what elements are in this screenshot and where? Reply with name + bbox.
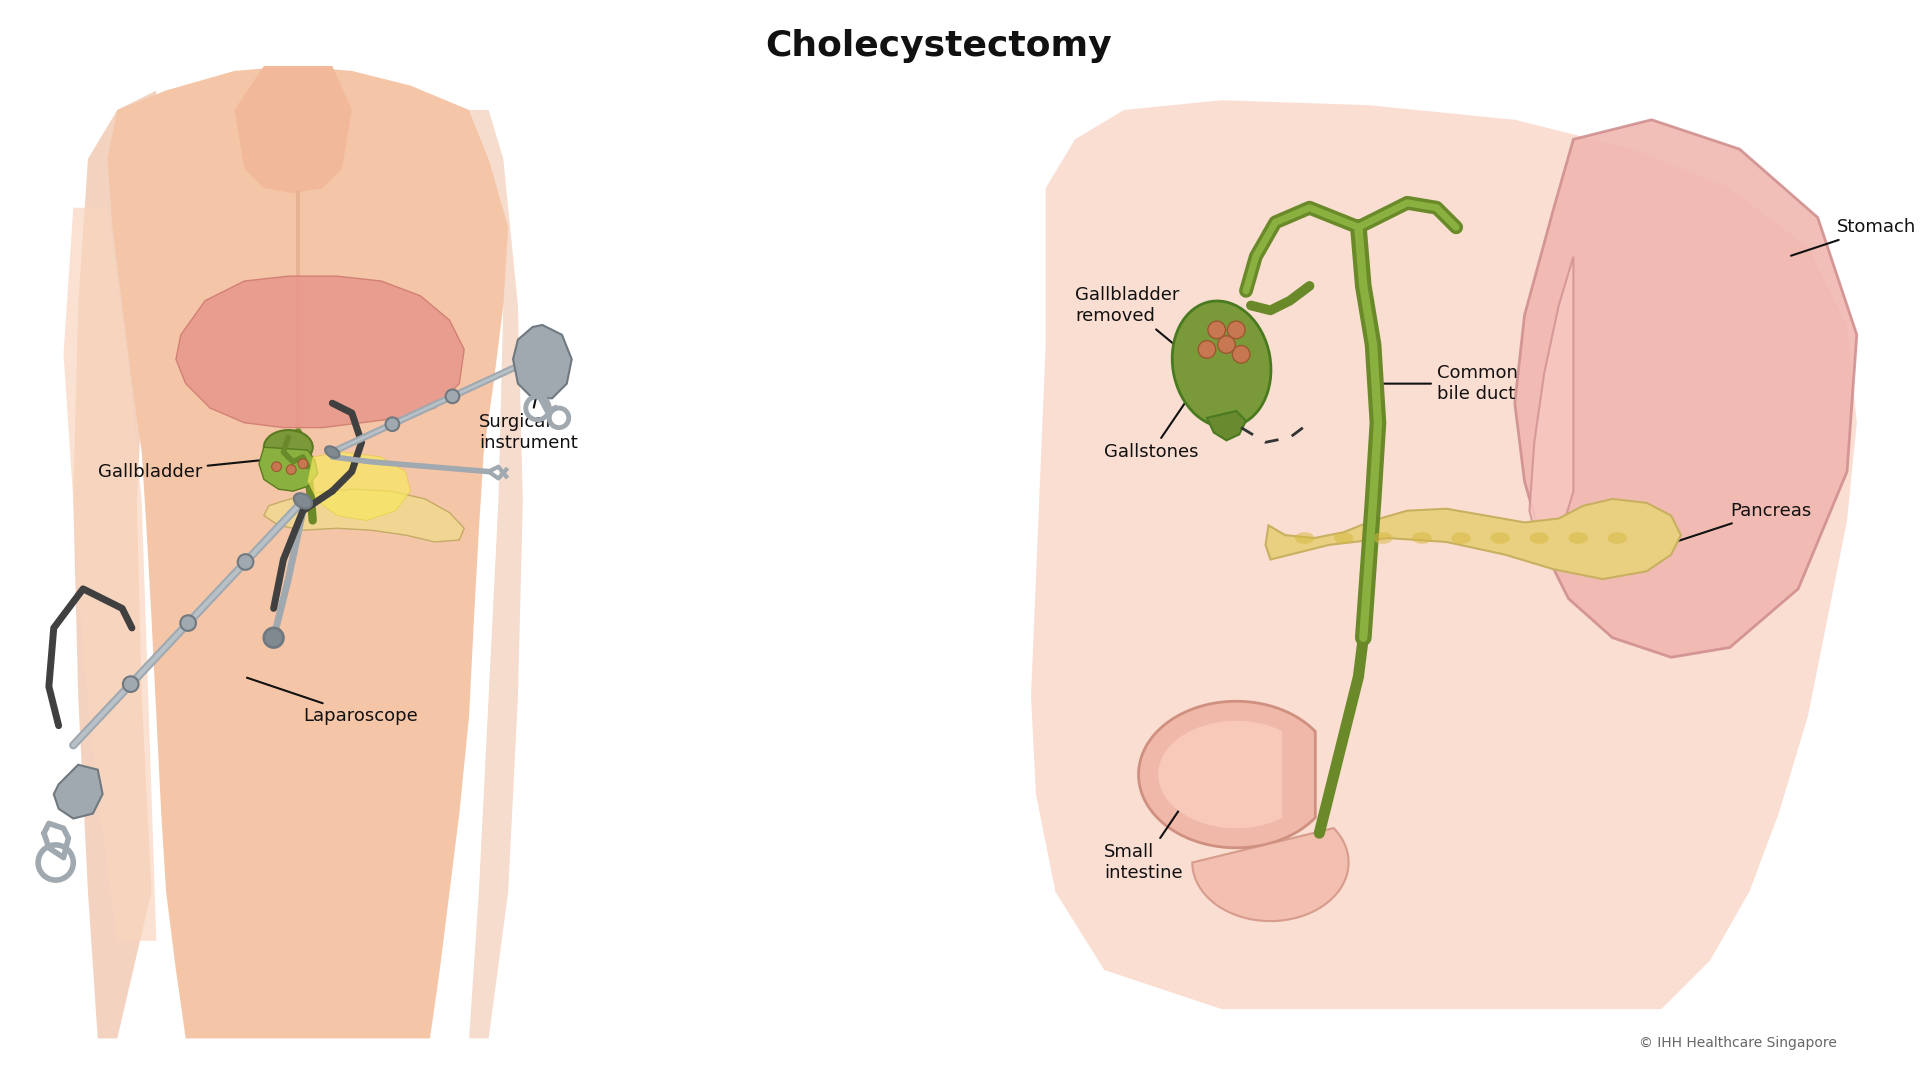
Ellipse shape [1294,532,1315,544]
Polygon shape [54,765,102,819]
Circle shape [1233,346,1250,363]
Ellipse shape [1607,532,1626,544]
Ellipse shape [1530,532,1549,544]
Polygon shape [108,66,509,1038]
Ellipse shape [1373,532,1392,544]
Circle shape [263,627,284,648]
Polygon shape [307,453,411,521]
Polygon shape [513,325,572,399]
Polygon shape [209,281,445,329]
Polygon shape [1139,701,1315,848]
Text: Pancreas: Pancreas [1668,502,1811,544]
Ellipse shape [1173,301,1271,428]
Polygon shape [468,110,522,1038]
Circle shape [286,464,296,474]
Ellipse shape [1490,532,1509,544]
Circle shape [1217,336,1235,353]
Circle shape [445,390,459,403]
Polygon shape [234,66,351,193]
Circle shape [1198,340,1215,359]
Text: Laparoscope: Laparoscope [248,678,419,725]
Polygon shape [263,489,465,542]
Text: Surgical
instrument: Surgical instrument [478,372,578,451]
Ellipse shape [1334,532,1354,544]
Polygon shape [1158,720,1283,828]
Circle shape [238,554,253,570]
Text: Gallbladder: Gallbladder [98,457,290,481]
Polygon shape [1031,100,1857,1009]
Polygon shape [1208,411,1246,441]
Text: Common
bile duct: Common bile duct [1377,364,1517,403]
Text: Cholecystectomy: Cholecystectomy [764,29,1112,64]
Text: Small
intestine: Small intestine [1104,728,1235,882]
Text: Stomach: Stomach [1791,218,1916,256]
Circle shape [298,459,307,469]
Polygon shape [63,207,156,941]
Polygon shape [1192,828,1348,921]
Text: Gallstones: Gallstones [1104,337,1231,461]
Polygon shape [1515,120,1857,658]
Circle shape [271,462,282,472]
Polygon shape [177,276,465,428]
Polygon shape [73,91,156,1038]
Ellipse shape [1411,532,1432,544]
Polygon shape [259,447,317,491]
Polygon shape [1530,257,1572,550]
Text: Gallbladder
removed: Gallbladder removed [1075,286,1219,382]
Ellipse shape [324,446,340,458]
Ellipse shape [1452,532,1471,544]
Text: © IHH Healthcare Singapore: © IHH Healthcare Singapore [1640,1037,1837,1050]
Circle shape [1227,321,1244,339]
Ellipse shape [263,430,313,464]
Circle shape [386,417,399,431]
Circle shape [123,676,138,692]
Circle shape [1208,321,1225,339]
Ellipse shape [294,494,313,509]
Circle shape [180,616,196,631]
Ellipse shape [1569,532,1588,544]
Polygon shape [1265,499,1680,579]
